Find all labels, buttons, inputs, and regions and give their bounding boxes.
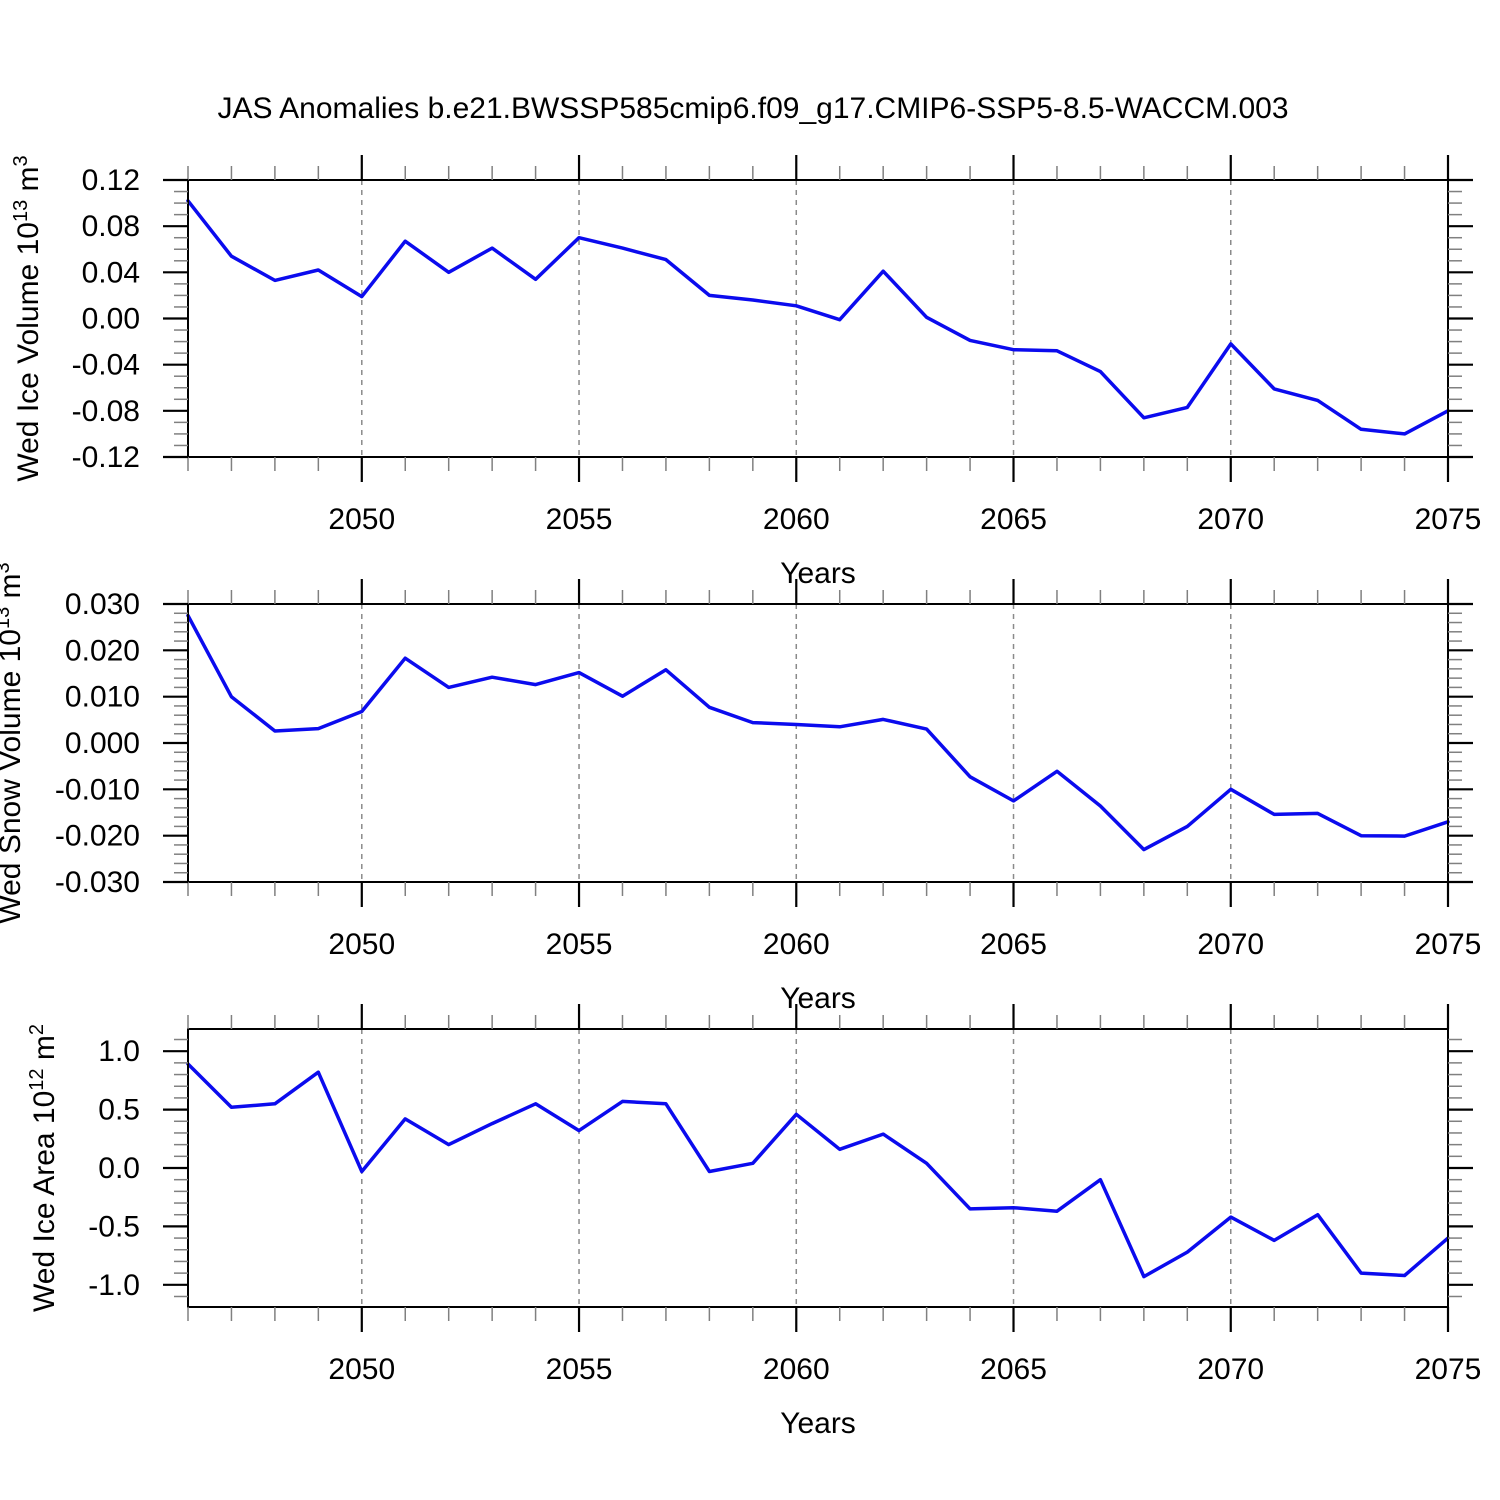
x-tick-label: 2075 xyxy=(1415,1353,1482,1386)
y-tick-label: 0.000 xyxy=(65,727,140,760)
y-tick-label: 0.010 xyxy=(65,681,140,714)
y-tick-label: 0.00 xyxy=(82,303,140,336)
y-tick-label: 0.0 xyxy=(98,1152,140,1185)
x-tick-label: 2065 xyxy=(980,503,1047,536)
x-tick-label: 2050 xyxy=(328,928,395,961)
panel-wed-snow-volume: 2050 2055 2060 2065 2070 2075 0.030 0.020 0.010 0… xyxy=(0,562,1481,1015)
y-tick-label: 1.0 xyxy=(98,1035,140,1068)
y-tick-label: 0.04 xyxy=(82,256,140,289)
y-axis-title-wed-ice-area: Wed Ice Area 1012 m2 xyxy=(26,1024,61,1312)
y-tick-label: 0.12 xyxy=(82,164,140,197)
data-line-wed-ice-area xyxy=(186,1062,1450,1279)
x-tick-label: 2070 xyxy=(1197,928,1264,961)
plot-frame xyxy=(187,179,1449,458)
panel-wed-ice-volume: 2050 2055 2060 2065 2070 2075 0.12 0.08 0.04 0.00… xyxy=(10,155,1481,590)
x-tick-label: 2070 xyxy=(1197,503,1264,536)
y-tick-label: -0.5 xyxy=(88,1210,140,1243)
y-tick-label: 0.08 xyxy=(82,210,140,243)
y-tick-label: -0.020 xyxy=(55,820,140,853)
x-tick-label: 2060 xyxy=(763,503,830,536)
panel-wed-ice-area: 2050 2055 2060 2065 2070 2075 1.0 0.5 0.0 -0.5 -1.… xyxy=(26,1004,1481,1440)
y-axis-title-wed-ice-volume: Wed Ice Volume 1013 m3 xyxy=(10,155,45,481)
x-tick-label: 2065 xyxy=(980,928,1047,961)
y-tick-label: -0.08 xyxy=(72,395,140,428)
data-line-wed-ice-volume xyxy=(186,199,1450,436)
x-tick-label: 2070 xyxy=(1197,1353,1264,1386)
x-tick-label: 2075 xyxy=(1415,928,1482,961)
data-line-wed-snow-volume xyxy=(186,613,1450,852)
plot-frame xyxy=(187,1028,1449,1308)
x-tick-label: 2050 xyxy=(328,503,395,536)
y-axis-title-wed-snow-volume: Wed Snow Volume 1013 m3 xyxy=(0,562,27,923)
x-tick-label: 2050 xyxy=(328,1353,395,1386)
x-tick-label: 2060 xyxy=(763,928,830,961)
x-axis-title-wed-snow-volume: Years xyxy=(780,982,856,1015)
x-tick-label: 2055 xyxy=(546,503,613,536)
y-tick-label: 0.030 xyxy=(65,588,140,621)
x-tick-label: 2055 xyxy=(546,928,613,961)
y-tick-label: -0.04 xyxy=(72,349,140,382)
x-tick-label: 2065 xyxy=(980,1353,1047,1386)
x-axis-title-wed-ice-volume: Years xyxy=(780,557,856,590)
chart-title: JAS Anomalies b.e21.BWSSP585cmip6.f09_g1… xyxy=(217,92,1289,125)
x-tick-label: 2055 xyxy=(546,1353,613,1386)
y-tick-label: -0.12 xyxy=(72,441,140,474)
y-tick-label: 0.020 xyxy=(65,634,140,667)
y-tick-label: -0.030 xyxy=(55,866,140,899)
x-axis-title-wed-ice-area: Years xyxy=(780,1407,856,1440)
y-tick-label: 0.5 xyxy=(98,1094,140,1127)
x-tick-label: 2075 xyxy=(1415,503,1482,536)
y-tick-label: -0.010 xyxy=(55,773,140,806)
x-tick-label: 2060 xyxy=(763,1353,830,1386)
y-tick-label: -1.0 xyxy=(88,1269,140,1302)
plot-frame xyxy=(187,603,1449,883)
